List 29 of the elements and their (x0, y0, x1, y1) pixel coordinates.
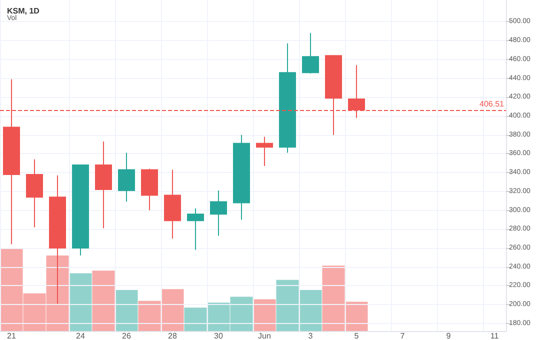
x-tick-label: 30 (214, 332, 224, 340)
candlestick (95, 140, 112, 229)
candlestick (233, 134, 250, 220)
candlestick (256, 136, 273, 166)
x-tick-label: 11 (490, 332, 500, 340)
text: KSM, 1D (7, 6, 40, 16)
candlestick (141, 168, 158, 211)
candlestick (187, 208, 204, 250)
x-tick-label: 5 (354, 332, 360, 340)
candlestick (72, 164, 89, 256)
bar (115, 290, 138, 332)
candlestick (164, 169, 181, 240)
x-tick-label: 21 (7, 332, 16, 340)
x-tick-label: 26 (122, 332, 132, 340)
ref-line-label: 406.51 (480, 99, 505, 108)
x-tick-label: 3 (308, 332, 314, 340)
candlestick (302, 32, 319, 74)
candlestick (49, 174, 66, 304)
candlestick (26, 158, 43, 228)
candlestick (279, 42, 296, 154)
x-tick-label: 7 (400, 332, 406, 340)
x-tick-label: 9 (446, 332, 452, 340)
x-tick-label: 28 (168, 332, 178, 340)
x-tick-label: 24 (76, 332, 86, 340)
candlestick (118, 152, 135, 202)
x-tick-label: Jun (258, 332, 271, 340)
bar (69, 273, 92, 332)
bar (92, 270, 115, 332)
candlestick (210, 190, 227, 236)
